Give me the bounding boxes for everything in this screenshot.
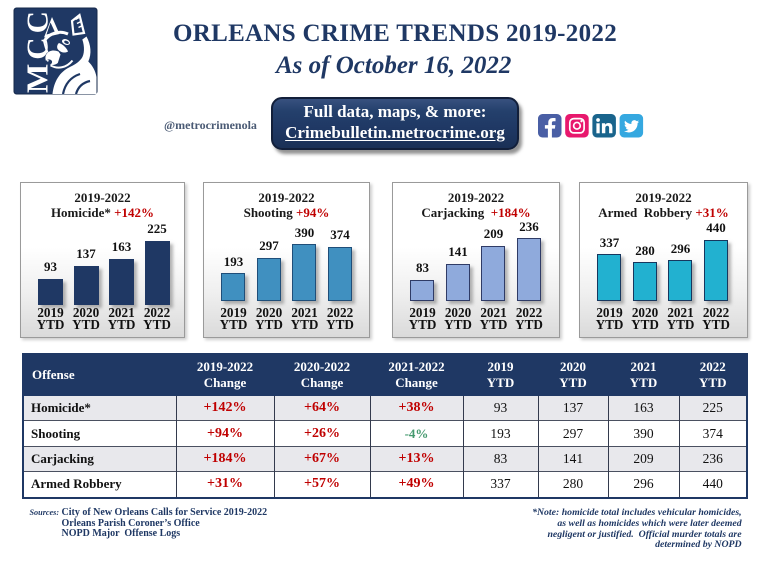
svg-text:MCC: MCC: [20, 7, 55, 93]
